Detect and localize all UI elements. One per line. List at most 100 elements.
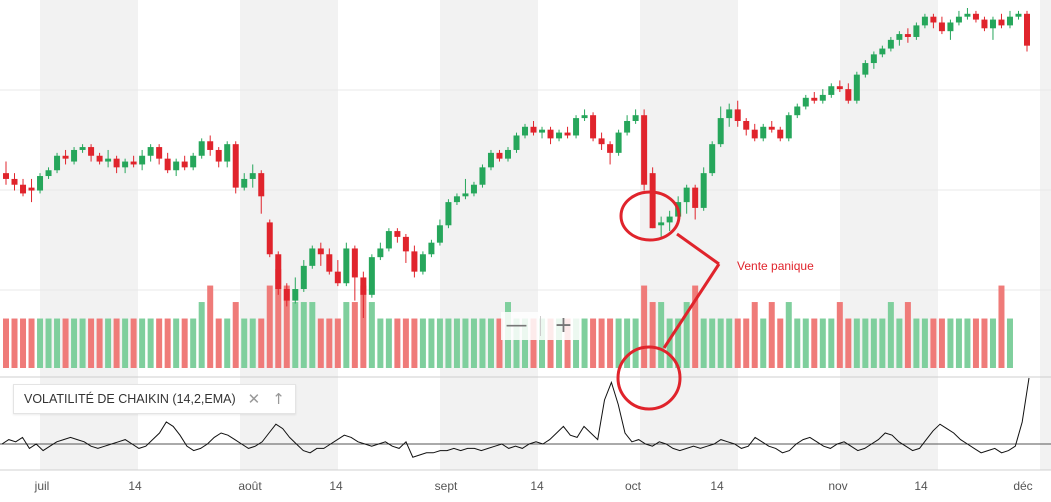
arrow-up-icon[interactable]: ↑	[272, 390, 285, 408]
zoom-in-button[interactable]: +	[551, 313, 577, 339]
volume-bar	[615, 318, 622, 368]
candle-body	[241, 178, 248, 188]
candle-body	[734, 109, 741, 121]
candle-body	[683, 187, 690, 203]
candle-body	[658, 222, 665, 226]
volume-bar	[419, 318, 426, 368]
volume-bar	[921, 318, 928, 368]
annotation-connector-bottom	[662, 263, 721, 349]
candle-body	[96, 155, 103, 162]
candle-body	[207, 141, 214, 150]
candle-body	[419, 254, 426, 272]
candle-body	[326, 254, 333, 272]
volume-bar	[28, 318, 35, 368]
candle-body	[913, 25, 920, 37]
candle-body	[292, 289, 299, 301]
candle-body	[930, 16, 937, 23]
volume-bar	[887, 302, 894, 368]
candle-body	[666, 216, 673, 223]
candle-body	[709, 144, 716, 174]
volume-bars	[3, 269, 1013, 368]
candle-body	[590, 115, 597, 139]
volume-bar	[989, 318, 996, 368]
candle-body	[989, 19, 996, 29]
candle-body	[445, 202, 452, 226]
candle-body	[581, 115, 588, 119]
candle-body	[556, 132, 563, 139]
candle-body	[751, 129, 758, 139]
candle-body	[700, 173, 707, 208]
candle-body	[828, 86, 835, 95]
candle-body	[164, 158, 171, 171]
candle-body	[343, 248, 350, 284]
volume-bar	[938, 318, 945, 368]
volume-bar	[377, 318, 384, 368]
candle-body	[71, 149, 78, 162]
plus-icon: +	[554, 313, 573, 338]
volume-bar	[215, 318, 222, 368]
close-icon[interactable]: ✕	[247, 390, 261, 408]
volume-bar	[258, 318, 265, 368]
volume-bar	[360, 285, 367, 368]
volume-bar	[1006, 318, 1013, 368]
x-axis-label: août	[238, 479, 262, 493]
volume-bar	[709, 318, 716, 368]
volume-bar	[760, 318, 767, 368]
volume-bar	[453, 318, 460, 368]
volume-bar	[62, 318, 69, 368]
volume-bar	[190, 318, 197, 368]
candle-body	[258, 173, 265, 197]
volume-bar	[581, 318, 588, 368]
candle-body	[300, 265, 307, 290]
volume-bar	[198, 302, 205, 368]
annotation-label: Vente panique	[737, 259, 814, 273]
volume-bar	[368, 302, 375, 368]
volume-bar	[972, 318, 979, 368]
candle-body	[896, 34, 903, 40]
volume-bar	[556, 318, 563, 368]
candle-body	[615, 132, 622, 153]
candle-body	[173, 161, 180, 171]
candle-body	[11, 178, 18, 185]
volume-bar	[300, 302, 307, 368]
candle-body	[649, 173, 656, 229]
candle-body	[641, 115, 648, 185]
candle-body	[462, 193, 469, 197]
volume-bar	[819, 318, 826, 368]
volume-bar	[96, 318, 103, 368]
x-axis-label: 14	[329, 479, 343, 493]
volume-bar	[71, 318, 78, 368]
zoom-controls: — +	[501, 312, 579, 340]
candle-body	[955, 16, 962, 23]
volume-bar	[479, 318, 486, 368]
volume-bar	[947, 318, 954, 368]
volume-bar	[326, 318, 333, 368]
x-axis-label: déc	[1013, 479, 1032, 493]
volume-bar	[573, 318, 580, 368]
candle-body	[522, 126, 529, 136]
volume-bar	[11, 318, 18, 368]
volume-bar	[487, 318, 494, 368]
x-axis-label: 14	[530, 479, 544, 493]
candle-body	[539, 129, 546, 133]
volume-bar	[394, 318, 401, 368]
volume-bar	[122, 318, 129, 368]
volume-bar	[904, 302, 911, 368]
candle-body	[266, 222, 273, 255]
candle-body	[513, 135, 520, 150]
volume-bar	[275, 269, 282, 368]
volume-bar	[45, 318, 52, 368]
volume-bar	[598, 318, 605, 368]
volume-bar	[79, 318, 86, 368]
candle-body	[411, 251, 418, 272]
candle-body	[819, 94, 826, 101]
volume-bar	[385, 318, 392, 368]
candle-body	[862, 63, 869, 75]
volume-bar	[624, 318, 631, 368]
candle-body	[402, 236, 409, 252]
volume-bar	[522, 318, 529, 368]
volume-bar	[853, 318, 860, 368]
zoom-out-button[interactable]: —	[504, 313, 530, 339]
candle-body	[624, 120, 631, 133]
